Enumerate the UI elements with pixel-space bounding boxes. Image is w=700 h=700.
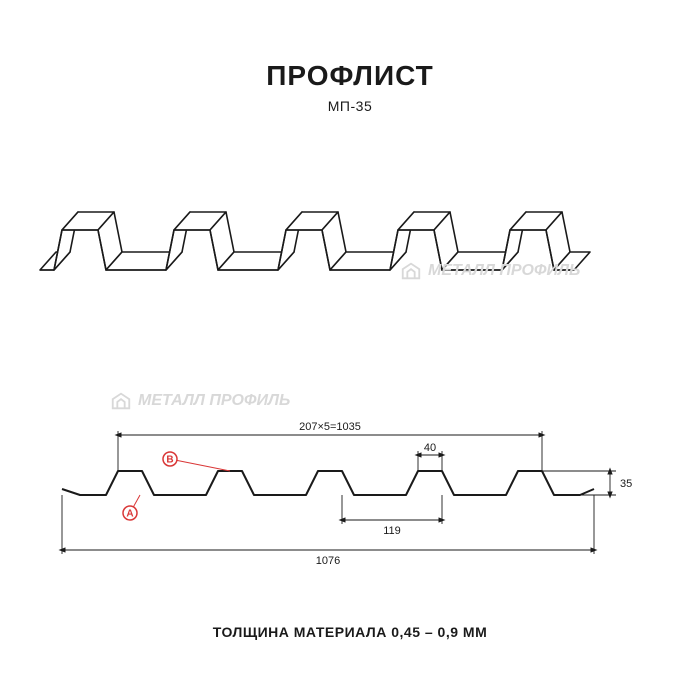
- svg-text:207×5=1035: 207×5=1035: [299, 421, 361, 433]
- svg-text:1076: 1076: [316, 555, 340, 567]
- page: ПРОФЛИСТ МП-35 МЕТАЛЛ ПРОФИЛЬ 207×5=1035…: [0, 0, 700, 700]
- svg-text:40: 40: [424, 442, 436, 454]
- product-model: МП-35: [0, 98, 700, 114]
- svg-text:B: B: [166, 455, 173, 466]
- product-title: ПРОФЛИСТ: [0, 60, 700, 92]
- profile-tech-drawing: 207×5=103540119351076AB МЕТАЛЛ ПРОФИЛЬ: [0, 400, 700, 570]
- svg-text:119: 119: [383, 525, 401, 537]
- thickness-label: ТОЛЩИНА МАТЕРИАЛА 0,45 – 0,9 ММ: [0, 624, 700, 640]
- svg-text:A: A: [126, 509, 133, 520]
- svg-text:35: 35: [620, 478, 632, 490]
- header: ПРОФЛИСТ МП-35: [0, 0, 700, 114]
- profile-3d-drawing: МЕТАЛЛ ПРОФИЛЬ: [0, 170, 700, 310]
